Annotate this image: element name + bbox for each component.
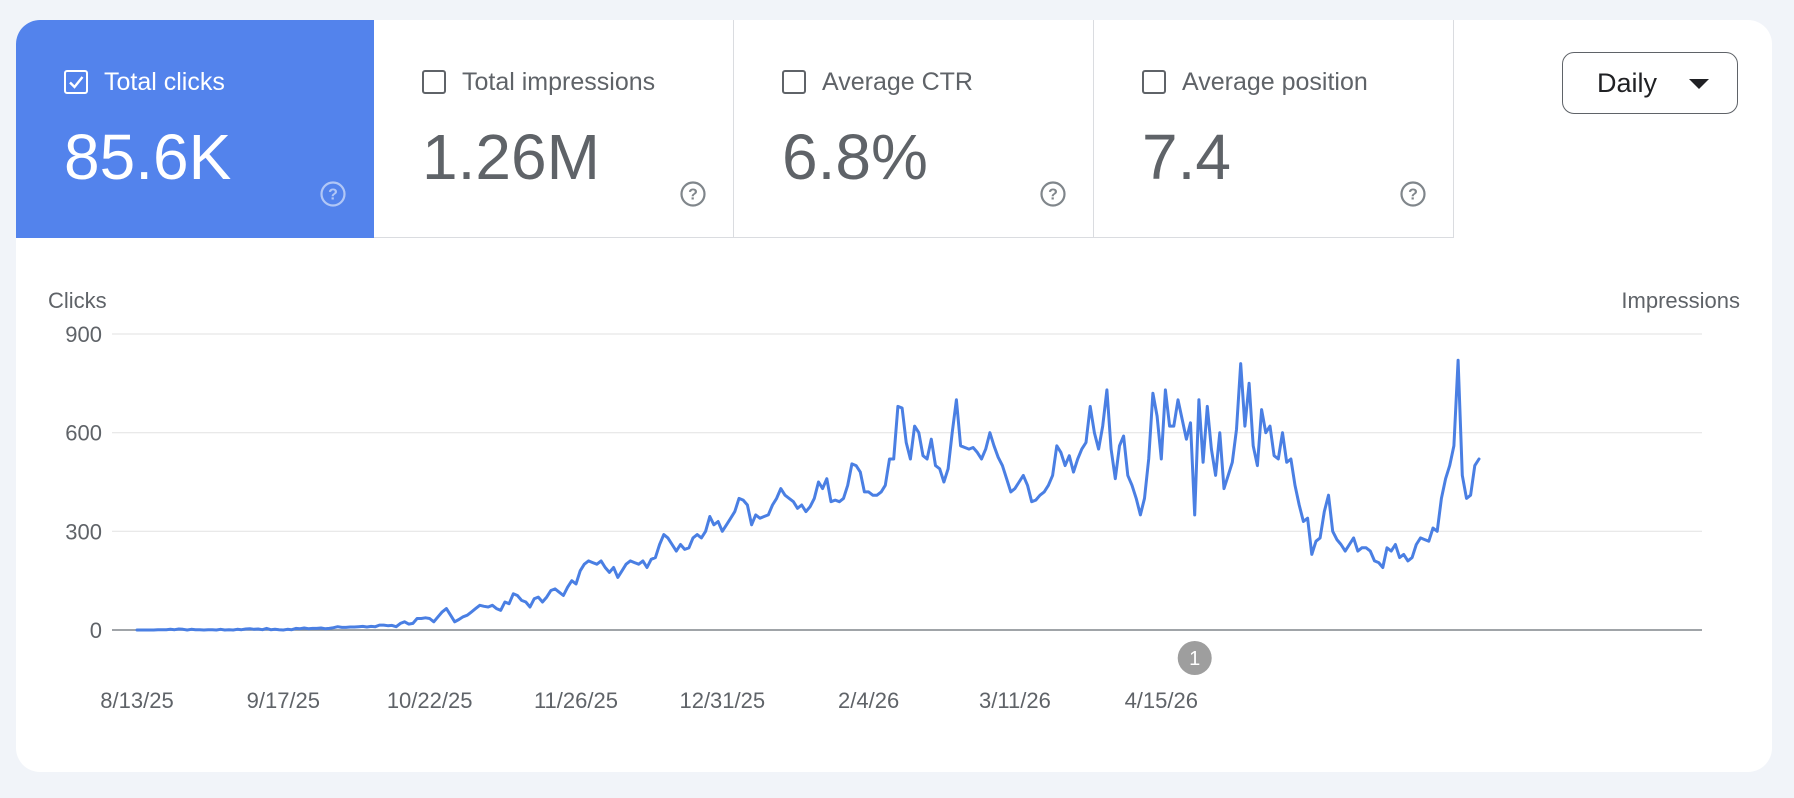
granularity-dropdown[interactable]: Daily	[1562, 52, 1738, 114]
metric-average-ctr[interactable]: Average CTR 6.8% ?	[734, 20, 1094, 238]
total-clicks-value: 85.6K	[64, 121, 232, 193]
y-tick-label: 900	[65, 322, 102, 347]
y-axis-title: Clicks	[48, 288, 107, 313]
x-tick-label: 8/13/25	[100, 688, 173, 713]
clicks-series-line	[135, 358, 1481, 632]
average-position-value: 7.4	[1142, 121, 1231, 193]
total-clicks-label: Total clicks	[104, 68, 225, 96]
x-tick-label: 3/11/26	[979, 688, 1051, 713]
total-impressions-checkbox[interactable]	[422, 70, 446, 94]
metric-average-position[interactable]: Average position 7.4 ?	[1094, 20, 1454, 238]
x-tick-label: 2/4/26	[838, 688, 899, 713]
svg-text:?: ?	[1408, 187, 1418, 204]
y-tick-label: 300	[65, 519, 102, 544]
x-tick-label: 10/22/25	[387, 688, 473, 713]
caret-down-icon	[1689, 79, 1709, 89]
total-impressions-value: 1.26M	[422, 121, 600, 193]
x-tick-label: 11/26/25	[534, 688, 618, 713]
y-tick-label: 0	[90, 618, 102, 643]
x-tick-label: 9/17/25	[247, 688, 320, 713]
average-position-label: Average position	[1182, 68, 1368, 96]
help-circle-icon[interactable]: ?	[679, 180, 707, 208]
metric-total-clicks[interactable]: Total clicks 85.6K ?	[16, 20, 374, 238]
annotation-marker[interactable]	[1177, 641, 1212, 675]
help-circle-icon[interactable]: ?	[1399, 180, 1427, 208]
average-ctr-checkbox[interactable]	[782, 70, 806, 94]
performance-card: Total clicks 85.6K ? Total impressions 1…	[16, 20, 1772, 772]
svg-text:?: ?	[1048, 187, 1058, 204]
clicks-chart: Clicks Impressions 0 300 600 900 8/13/25 9/1…	[48, 288, 1740, 713]
total-clicks-checkbox[interactable]	[64, 70, 88, 94]
check-icon	[69, 76, 84, 89]
annotation-marker-label: 1	[1189, 648, 1200, 670]
svg-text:?: ?	[328, 187, 338, 204]
y-tick-label: 600	[65, 421, 102, 446]
x-tick-label: 12/31/25	[679, 688, 765, 713]
x-tick-label: 4/15/26	[1125, 688, 1198, 713]
help-circle-icon[interactable]: ?	[319, 180, 347, 208]
metric-total-impressions[interactable]: Total impressions 1.26M ?	[374, 20, 734, 238]
granularity-dropdown-value: Daily	[1597, 68, 1658, 98]
average-ctr-value: 6.8%	[782, 121, 928, 193]
svg-text:?: ?	[688, 187, 698, 204]
help-circle-icon[interactable]: ?	[1039, 180, 1067, 208]
average-ctr-label: Average CTR	[822, 68, 973, 96]
average-position-checkbox[interactable]	[1142, 70, 1166, 94]
y2-axis-title: Impressions	[1621, 288, 1740, 313]
total-impressions-label: Total impressions	[462, 68, 656, 96]
